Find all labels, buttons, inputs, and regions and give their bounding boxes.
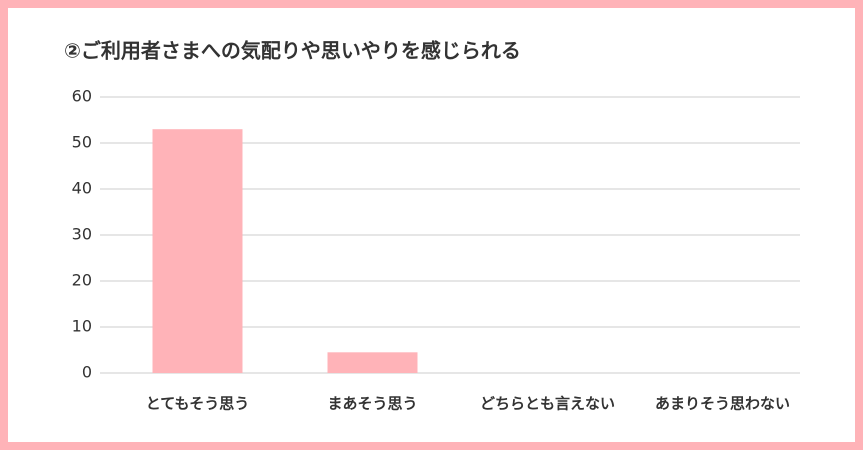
- x-tick-label: とてもそう思う: [146, 395, 250, 413]
- y-tick-label: 20: [72, 271, 92, 290]
- x-tick-label: まあそう思う: [327, 395, 417, 413]
- y-tick-label: 60: [72, 87, 92, 106]
- y-tick-label: 10: [72, 317, 92, 336]
- y-tick-label: 50: [72, 133, 92, 152]
- y-tick-label: 40: [72, 179, 92, 198]
- x-tick-label: あまりそう思わない: [655, 395, 790, 413]
- bar: [327, 352, 418, 373]
- x-tick-label: どちらとも言えない: [480, 395, 615, 413]
- chart-title: ②ご利用者さまへの気配りや思いやりを感じられる: [64, 39, 521, 63]
- y-tick-label: 30: [72, 225, 92, 244]
- y-tick-label: 0: [82, 363, 92, 382]
- bar: [152, 129, 243, 373]
